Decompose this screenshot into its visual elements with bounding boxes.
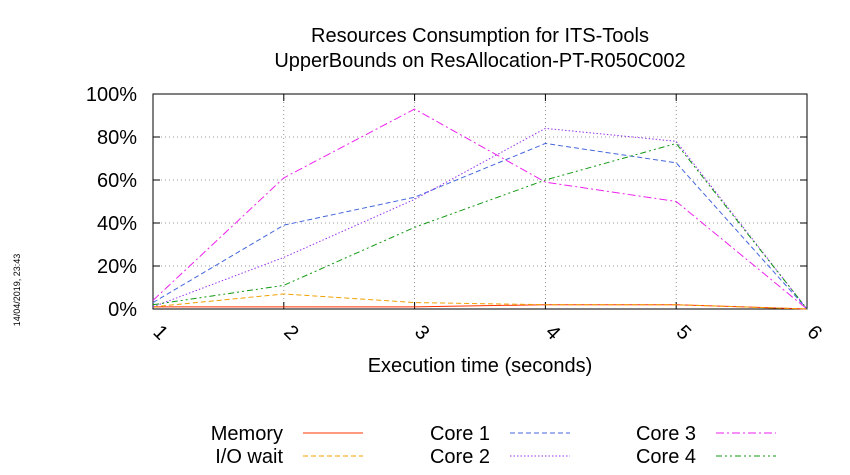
x-tick-label: 1 [149, 321, 172, 344]
y-tick-label: 100% [86, 84, 137, 106]
series-line-core-1 [152, 142, 808, 310]
legend-label: Core 3 [636, 423, 696, 445]
y-tick-label: 80% [97, 127, 137, 149]
x-tick-label: 5 [672, 321, 695, 344]
y-tick-label: 40% [97, 213, 137, 235]
legend-label: Core 4 [636, 446, 696, 468]
legend-label: Core 2 [430, 446, 490, 468]
x-axis-label: Execution time (seconds) [368, 355, 593, 377]
grid [153, 94, 807, 309]
series-lines [152, 108, 808, 310]
series-line-i-o-wait [152, 293, 808, 310]
legend-label: Core 1 [430, 423, 490, 445]
timestamp: 14/04/2019, 23:43 [12, 254, 22, 327]
y-tick-label: 0% [108, 299, 137, 321]
chart-subtitle: UpperBounds on ResAllocation-PT-R050C002 [274, 50, 685, 72]
x-tick-label: 4 [541, 321, 564, 344]
series-line-core-2 [152, 127, 808, 310]
chart-title: Resources Consumption for ITS-Tools [311, 25, 649, 47]
series-line-core-4 [152, 142, 808, 310]
series-line-core-3 [152, 108, 808, 310]
x-tick-label: 2 [279, 321, 302, 344]
plot-border [152, 93, 808, 310]
y-axis: 0% 20% 40% 60% 80% 100% [86, 84, 807, 321]
plot-frame [152, 93, 808, 310]
legend-label: Memory [211, 423, 283, 445]
y-tick-label: 60% [97, 170, 137, 192]
y-tick-label: 20% [97, 256, 137, 278]
x-tick-label: 6 [803, 321, 826, 344]
x-tick-label: 3 [410, 321, 433, 344]
legend-label: I/O wait [215, 446, 283, 468]
